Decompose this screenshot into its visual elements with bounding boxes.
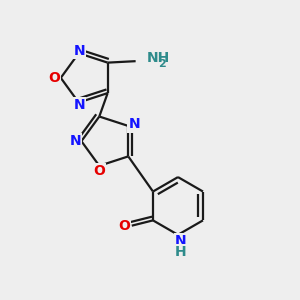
Text: N: N [128, 118, 140, 131]
Text: N: N [74, 98, 85, 112]
Text: O: O [118, 219, 130, 233]
Text: H: H [175, 245, 187, 259]
Text: N: N [175, 234, 187, 248]
Text: O: O [48, 71, 60, 85]
Text: N: N [70, 134, 81, 148]
Text: 2: 2 [158, 58, 166, 68]
Text: N: N [74, 44, 85, 58]
Text: O: O [93, 164, 105, 178]
Text: NH: NH [147, 51, 170, 65]
